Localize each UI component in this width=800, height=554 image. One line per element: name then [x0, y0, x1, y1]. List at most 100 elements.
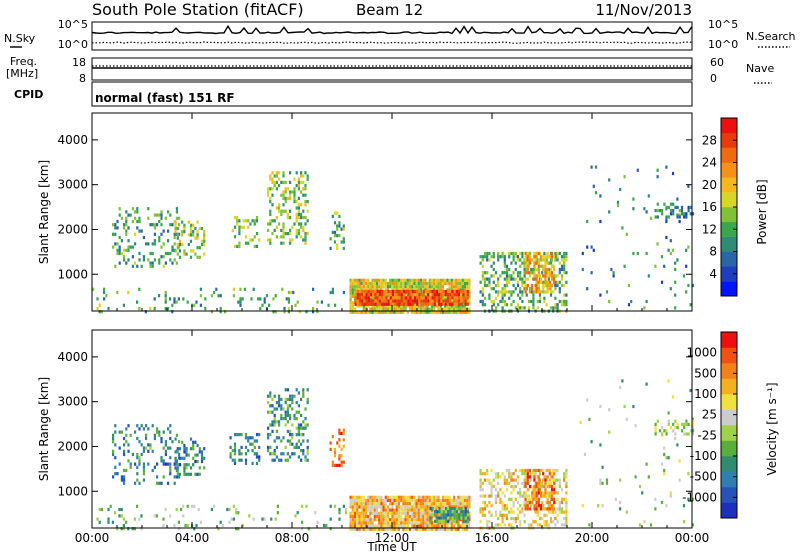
- heatmap-cell: [173, 481, 176, 485]
- heatmap-cell: [453, 302, 456, 306]
- heatmap-cell: [558, 504, 561, 508]
- heatmap-cell: [452, 527, 456, 531]
- heatmap-cell: [138, 216, 141, 220]
- heatmap-cell: [481, 488, 484, 492]
- heatmap-cell: [98, 520, 101, 524]
- heatmap-cell: [244, 235, 248, 239]
- heatmap-cell: [663, 446, 666, 450]
- heatmap-cell: [336, 227, 339, 231]
- heatmap-cell: [114, 456, 117, 460]
- heatmap-cell: [433, 285, 436, 289]
- heatmap-cell: [669, 287, 672, 291]
- heatmap-cell: [592, 184, 595, 188]
- heatmap-cell: [153, 232, 156, 236]
- heatmap-cell: [409, 289, 412, 294]
- heatmap-cell: [373, 518, 376, 522]
- heatmap-cell: [185, 453, 188, 457]
- heatmap-cell: [486, 478, 489, 482]
- heatmap-cell: [479, 488, 482, 492]
- heatmap-cell: [599, 404, 602, 409]
- heatmap-cell: [556, 306, 559, 310]
- heatmap-cell: [174, 249, 177, 253]
- heatmap-cell: [552, 306, 555, 310]
- heatmap-cell: [565, 516, 568, 521]
- heatmap-cell: [372, 299, 375, 303]
- heatmap-cell: [140, 229, 143, 233]
- heatmap-cell: [428, 502, 431, 506]
- heatmap-cell: [238, 244, 241, 248]
- heatmap-cell: [282, 222, 285, 226]
- heatmap-cell: [656, 242, 659, 246]
- heatmap-cell: [519, 306, 522, 310]
- heatmap-cell: [349, 285, 352, 289]
- heatmap-cell: [302, 225, 305, 229]
- heatmap-cell: [413, 307, 416, 311]
- heatmap-cell: [685, 264, 688, 268]
- heatmap-cell: [384, 285, 387, 289]
- heatmap-cell: [238, 219, 241, 223]
- heatmap-cell: [269, 241, 272, 245]
- heatmap-cell: [329, 527, 332, 531]
- heatmap-cell: [138, 440, 141, 444]
- heatmap-cell: [536, 306, 539, 310]
- heatmap-cell: [289, 455, 292, 459]
- heatmap-cell: [499, 513, 502, 517]
- heatmap-cell: [463, 307, 467, 311]
- heatmap-cell: [408, 498, 412, 503]
- heatmap-cell: [233, 449, 237, 453]
- heatmap-cell: [492, 287, 495, 291]
- heatmap-cell: [417, 524, 420, 528]
- heatmap-cell: [533, 472, 536, 476]
- heatmap-cell: [492, 267, 495, 272]
- heatmap-cell: [378, 278, 381, 282]
- heatmap-cell: [402, 495, 405, 499]
- heatmap-cell: [123, 475, 126, 479]
- heatmap-cell: [398, 296, 401, 300]
- heatmap-cell: [380, 293, 384, 297]
- heatmap-cell: [539, 491, 543, 495]
- station-title: South Pole Station (fitACF): [92, 0, 304, 19]
- heatmap-cell: [120, 478, 123, 482]
- heatmap-cell: [514, 287, 517, 291]
- heatmap-cell: [554, 280, 557, 284]
- heatmap-cell: [251, 238, 254, 242]
- heatmap-cell: [293, 196, 296, 200]
- heatmap-cell: [395, 502, 398, 506]
- heatmap-cell: [398, 302, 401, 306]
- heatmap-cell: [535, 251, 538, 256]
- heatmap-cell: [107, 517, 110, 521]
- heatmap-cell: [560, 264, 564, 268]
- heatmap-cell: [118, 207, 121, 211]
- heatmap-cell: [479, 261, 482, 265]
- heatmap-cell: [404, 518, 407, 522]
- heatmap-cell: [302, 394, 305, 398]
- heatmap-cell: [503, 507, 506, 511]
- heatmap-cell: [233, 216, 237, 220]
- heatmap-cell: [672, 212, 675, 216]
- heatmap-cell: [120, 430, 123, 434]
- heatmap-cell: [558, 290, 561, 294]
- heatmap-cell: [233, 461, 237, 465]
- heatmap-cell: [371, 527, 374, 531]
- heatmap-cell: [400, 495, 403, 499]
- heatmap-cell: [338, 457, 341, 461]
- heatmap-cell: [497, 303, 500, 307]
- heatmap-cell: [196, 236, 199, 240]
- heatmap-cell: [512, 251, 515, 256]
- heatmap-cell: [422, 296, 425, 300]
- heatmap-cell: [455, 307, 458, 311]
- heatmap-cell: [178, 463, 182, 467]
- heatmap-cell: [356, 502, 359, 506]
- heatmap-cell: [460, 289, 463, 294]
- heatmap-cell: [554, 274, 557, 278]
- heatmap-cell: [689, 212, 692, 216]
- heatmap-cell: [422, 498, 425, 503]
- heatmap-cell: [395, 495, 398, 499]
- heatmap-cell: [371, 521, 374, 525]
- heatmap-cell: [678, 215, 681, 219]
- heatmap-cell: [428, 524, 431, 528]
- heatmap-cell: [296, 511, 299, 515]
- heatmap-cell: [253, 222, 256, 226]
- heatmap-cell: [435, 505, 438, 509]
- heatmap-cell: [553, 488, 556, 492]
